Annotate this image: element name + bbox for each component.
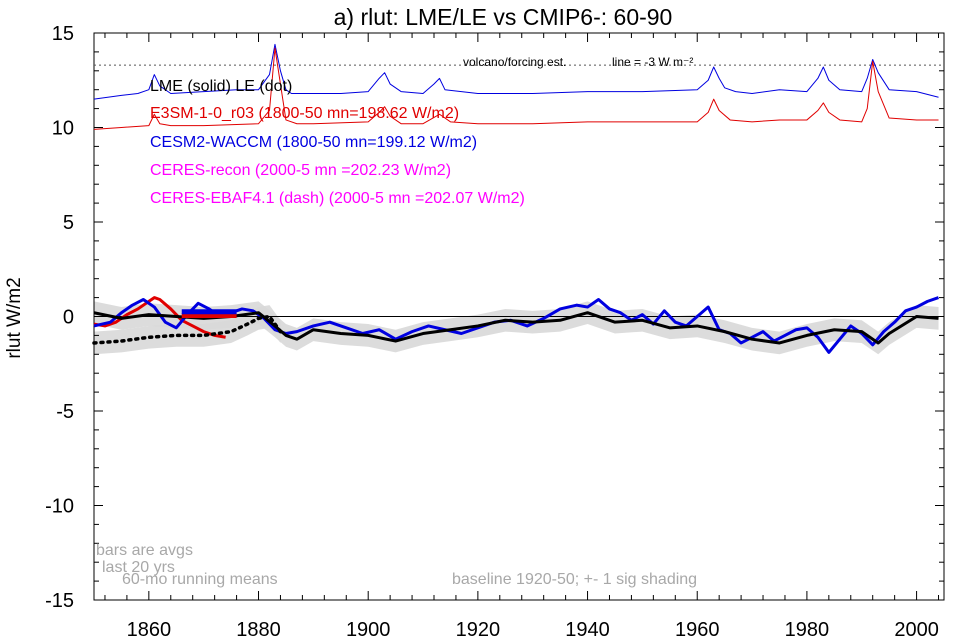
series-line-1	[93, 47, 939, 130]
y-tick-label: 0	[63, 307, 74, 329]
series-line-5	[92, 314, 283, 345]
baseline-note: baseline 1920-50; +- 1 sig shading	[452, 571, 697, 588]
x-tick-label: 1960	[675, 619, 720, 641]
x-tick-label: 2000	[894, 619, 939, 641]
chart-title: a) rlut: LME/LE vs CMIP6-: 60-90	[334, 4, 673, 30]
ref-line-label-right: line = -3 W m⁻²	[612, 55, 693, 69]
plot-frame: 1860 1880 1900 1920 1940 1960 1980 2000 15 10 5 0 -5…	[45, 23, 945, 641]
legend-entry-e3sm: E3SM-1-0_r03 (1800-50 mn=198.62 W/m2)	[150, 105, 459, 122]
x-tick-label: 1920	[456, 619, 501, 641]
x-tick-label: 1980	[785, 619, 830, 641]
sigma-shading	[94, 301, 939, 355]
ref-line-label-left: volcano/forcing est.	[463, 55, 566, 69]
y-tick-label: 10	[52, 118, 74, 140]
x-tick-label: 1880	[236, 619, 281, 641]
series-line-0	[93, 43, 939, 100]
x-tick-label: 1860	[127, 619, 172, 641]
legend-entry-lme-le: LME (solid) LE (dot)	[150, 78, 292, 95]
x-tick-label: 1940	[565, 619, 610, 641]
sigma-band	[94, 305, 281, 355]
chart-text: a) rlut: LME/LE vs CMIP6-: 60-90 rlut W/…	[4, 4, 697, 588]
y-tick-label: -5	[56, 401, 74, 423]
y-tick-label: 5	[63, 212, 74, 234]
sigma-band	[94, 301, 939, 355]
legend-entry-cesm2: CESM2-WACCM (1800-50 mn=199.12 W/m2)	[150, 134, 477, 151]
legend-entry-ceres-ebaf: CERES-EBAF4.1 (dash) (2000-5 mn =202.07 …	[150, 190, 525, 207]
x-tick-label: 1900	[346, 619, 391, 641]
running-means-note: 60-mo running means	[122, 571, 278, 588]
legend-entry-ceres-recon: CERES-recon (2000-5 mn =202.23 W/m2)	[150, 162, 451, 179]
y-axis-label: rlut W/m2	[4, 277, 25, 358]
bars-note-2: last 20 yrs	[102, 559, 175, 576]
series-layer	[92, 43, 940, 354]
y-tick-label: 15	[52, 23, 74, 45]
y-tick-label: -15	[45, 590, 74, 612]
bars-note-1: bars are avgs	[96, 542, 193, 559]
y-tick-label: -10	[45, 496, 74, 518]
series-line-2	[93, 296, 226, 339]
series-line-4	[93, 311, 939, 345]
